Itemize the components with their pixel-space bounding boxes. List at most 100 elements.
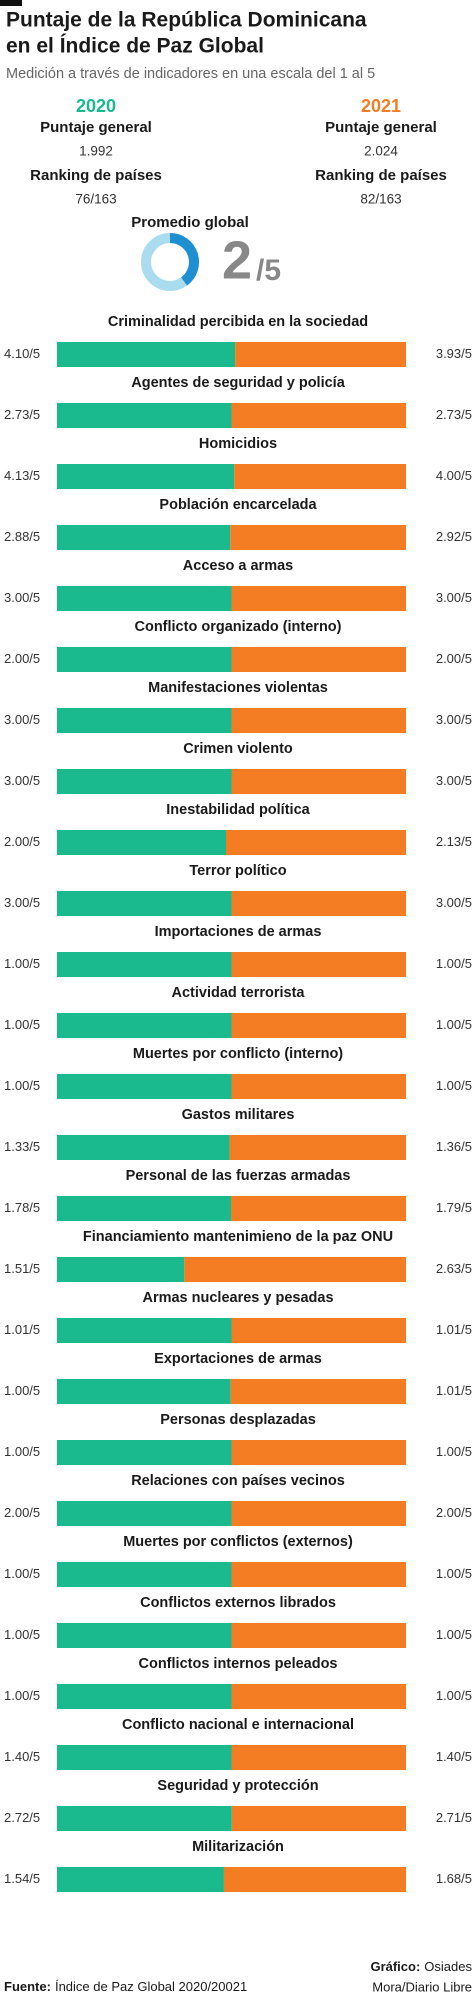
bar-2020: [57, 1684, 232, 1709]
value-label-2021: 1.00/5: [436, 1078, 472, 1093]
ranking-label: Ranking de países: [30, 167, 162, 184]
bar-2021: [231, 1074, 406, 1099]
bar-2021: [231, 1501, 406, 1526]
average-label: Promedio global: [131, 214, 249, 231]
value-label-2020: 3.00/5: [4, 895, 40, 910]
credit-label: Gráfico:: [370, 1959, 420, 1974]
value-label-2020: 1.00/5: [4, 1383, 40, 1398]
value-label-2021: 2.73/5: [436, 407, 472, 422]
value-label-2021: 1.79/5: [436, 1200, 472, 1215]
value-label-2020: 4.10/5: [4, 346, 40, 361]
bar-2020: [57, 1745, 232, 1770]
value-label-2021: 2.13/5: [436, 834, 472, 849]
bar-2021: [231, 952, 406, 977]
bar-2021: [231, 586, 406, 611]
value-label-2021: 1.00/5: [436, 1688, 472, 1703]
source-text: Índice de Paz Global 2020/20021: [55, 1979, 247, 1994]
bar-2021: [230, 525, 406, 550]
value-label-2020: 3.00/5: [4, 773, 40, 788]
value-label-2020: 1.40/5: [4, 1749, 40, 1764]
value-label-2021: 1.00/5: [436, 1566, 472, 1581]
category-label: Gastos militares: [182, 1107, 295, 1123]
category-label: Inestabilidad política: [166, 802, 310, 818]
value-label-2020: 1.00/5: [4, 1017, 40, 1032]
value-label-2020: 2.73/5: [4, 407, 40, 422]
bar-2021: [231, 403, 406, 428]
value-label-2020: 1.78/5: [4, 1200, 40, 1215]
bar-2020: [57, 464, 235, 489]
bar-2020: [57, 1379, 231, 1404]
bar-2021: [231, 1562, 406, 1587]
bar-2020: [57, 891, 232, 916]
bar-2021: [231, 1318, 406, 1343]
bar-2021: [231, 708, 406, 733]
bar-2021: [229, 1135, 406, 1160]
value-label-2020: 2.00/5: [4, 651, 40, 666]
bar-2021: [231, 1623, 406, 1648]
bar-2021: [226, 830, 406, 855]
category-label: Conflicto organizado (interno): [134, 619, 341, 635]
bar-2020: [57, 708, 232, 733]
category-label: Militarización: [192, 1839, 284, 1855]
average-value: 2: [222, 230, 252, 290]
average-scale: /5: [256, 254, 281, 287]
value-label-2021: 3.00/5: [436, 590, 472, 605]
bar-2021: [234, 464, 406, 489]
value-label-2021: 2.92/5: [436, 529, 472, 544]
category-label: Seguridad y protección: [157, 1778, 318, 1794]
category-label: Personas desplazadas: [160, 1412, 316, 1428]
bar-2021: [235, 342, 406, 367]
donut-value: [169, 233, 199, 286]
value-label-2021: 1.01/5: [436, 1383, 472, 1398]
value-label-2020: 2.00/5: [4, 834, 40, 849]
bar-2021: [231, 1013, 406, 1038]
bar-2021: [231, 1440, 406, 1465]
bar-2021: [231, 891, 406, 916]
value-label-2020: 1.00/5: [4, 956, 40, 971]
credit-text: Osiades: [424, 1959, 472, 1974]
source-label: Fuente:: [4, 1979, 51, 1994]
bar-2021: [231, 1745, 406, 1770]
category-label: Conflicto nacional e internacional: [122, 1717, 354, 1733]
value-label-2021: 1.00/5: [436, 1444, 472, 1459]
score: 1.992: [79, 144, 113, 159]
value-label-2020: 1.00/5: [4, 1566, 40, 1581]
credit-line: Mora/Diario Libre: [372, 1979, 472, 1994]
value-label-2021: 3.00/5: [436, 773, 472, 788]
title: Puntaje de la República Dominicana: [6, 9, 367, 32]
bar-2020: [57, 1440, 232, 1465]
bar-2020: [57, 403, 232, 428]
value-label-2020: 1.01/5: [4, 1322, 40, 1337]
category-label: Actividad terrorista: [172, 985, 306, 1001]
value-label-2021: 1.00/5: [436, 1017, 472, 1032]
bar-2021: [230, 1379, 406, 1404]
value-label-2020: 1.51/5: [4, 1261, 40, 1276]
category-label: Muertes por conflicto (interno): [133, 1046, 343, 1062]
bar-2020: [57, 1013, 232, 1038]
value-label-2021: 1.68/5: [436, 1871, 472, 1886]
category-label: Importaciones de armas: [155, 924, 322, 940]
bar-2020: [57, 525, 231, 550]
year: 2021: [361, 96, 401, 116]
category-label: Criminalidad percibida en la sociedad: [108, 314, 368, 330]
category-label: Conflictos internos peleados: [139, 1656, 338, 1672]
corner-mark: [0, 0, 22, 6]
ranking-label: Ranking de países: [315, 167, 447, 184]
category-label: Crimen violento: [183, 741, 293, 757]
bar-2021: [184, 1257, 406, 1282]
bar-2020: [57, 1867, 224, 1892]
category-label: Homicidios: [199, 436, 277, 452]
credit: Gráfico: Osiades: [370, 1959, 472, 1974]
bar-2021: [223, 1867, 406, 1892]
bar-2020: [57, 769, 232, 794]
bar-2021: [231, 1196, 406, 1221]
category-label: Exportaciones de armas: [154, 1351, 322, 1367]
bar-2020: [57, 1135, 230, 1160]
score: 2.024: [364, 144, 398, 159]
bar-2020: [57, 647, 232, 672]
value-label-2020: 2.88/5: [4, 529, 40, 544]
ranking: 82/163: [360, 192, 401, 207]
value-label-2021: 1.00/5: [436, 956, 472, 971]
bar-2021: [231, 647, 406, 672]
bar-2020: [57, 1501, 232, 1526]
